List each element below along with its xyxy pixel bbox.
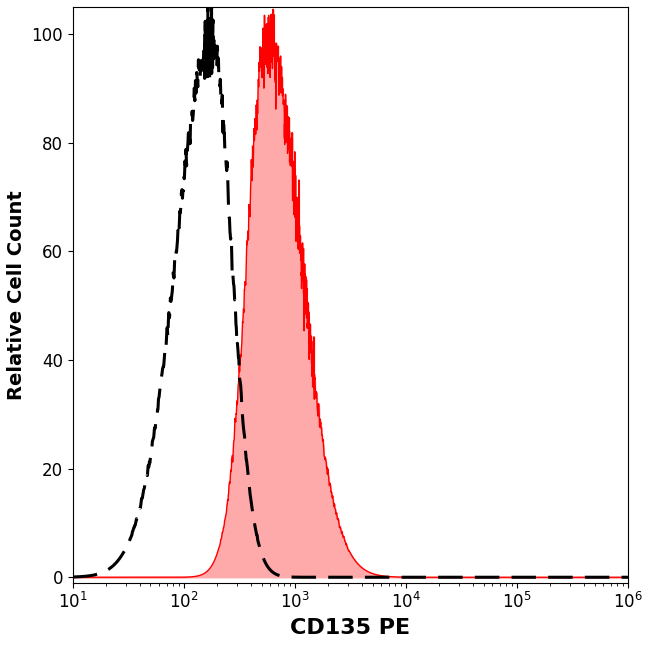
Y-axis label: Relative Cell Count: Relative Cell Count [7,190,26,400]
X-axis label: CD135 PE: CD135 PE [291,618,411,638]
